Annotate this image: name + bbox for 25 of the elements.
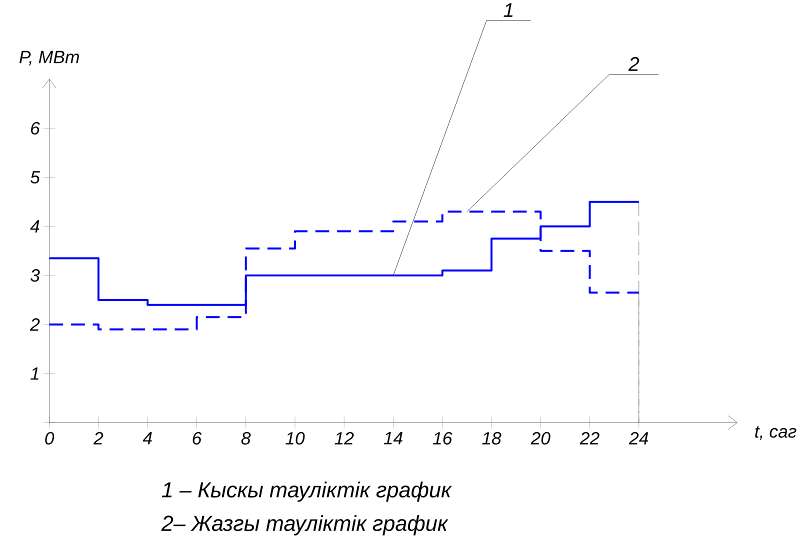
y-tick-label: 4 <box>30 220 40 233</box>
y-tick-label: 1 <box>30 367 38 380</box>
x-tick-label: 0 <box>45 432 54 445</box>
x-tick-label: 18 <box>482 432 502 445</box>
x-axis-title: t, саг <box>755 426 796 440</box>
y-tick-label: 3 <box>30 269 40 282</box>
x-tick-label: 6 <box>192 432 202 445</box>
y-tick-label: 5 <box>30 171 40 184</box>
y-tick-label: 6 <box>31 122 40 135</box>
text: 1 – Кыскы тауліктік график <box>162 482 452 502</box>
y-tick-label: 2 <box>30 318 40 331</box>
x-tick-label: 24 <box>628 432 648 444</box>
x-tick-label: 4 <box>142 432 152 444</box>
x-tick-label: 14 <box>384 432 402 444</box>
x-tick-label: 2 <box>93 432 104 444</box>
y-axis-title: P, МВт <box>19 50 79 66</box>
x-tick-label: 10 <box>286 432 305 445</box>
x-tick-label: 16 <box>432 432 452 445</box>
annotation: 1 <box>504 3 513 17</box>
x-tick-label: 20 <box>530 432 550 445</box>
x-tick-label: 22 <box>580 432 600 444</box>
x-tick-label: 12 <box>334 432 354 444</box>
text: 2– Жазгы тауліктік график <box>161 515 448 536</box>
x-tick-label: 8 <box>241 432 251 445</box>
annotation: 2 <box>628 57 640 71</box>
